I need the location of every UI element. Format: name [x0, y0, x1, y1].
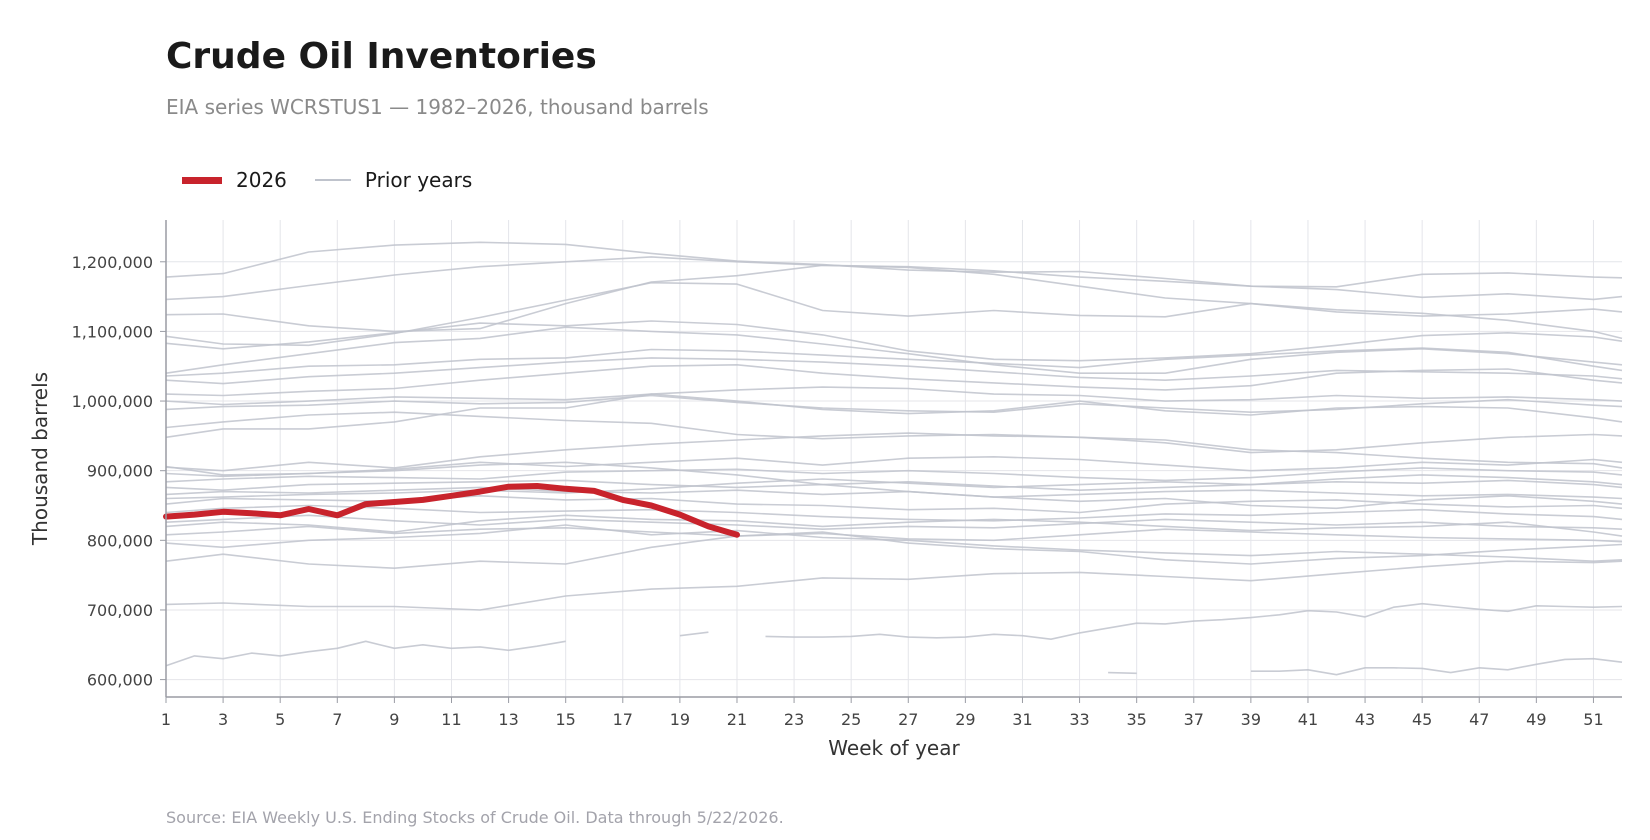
prior-year-line — [165, 357, 1623, 385]
x-tick-label: 41 — [1298, 710, 1318, 729]
prior-year-line — [165, 531, 1623, 569]
chart-subtitle: EIA series WCRSTUS1 — 1982–2026, thousan… — [166, 95, 709, 119]
x-tick-label: 25 — [841, 710, 861, 729]
prior-year-line — [165, 256, 1623, 301]
x-tick-label: 43 — [1355, 710, 1375, 729]
legend-item-prior-years: Prior years — [314, 168, 473, 192]
prior-year-line — [165, 386, 1623, 406]
prior-year-line — [165, 347, 1623, 377]
prior-year-line — [165, 560, 1623, 611]
legend-label-2026: 2026 — [236, 168, 287, 192]
y-tick-label: 800,000 — [87, 531, 153, 550]
prior-year-line — [165, 394, 1623, 413]
legend-item-2026: 2026 — [182, 168, 287, 192]
x-tick-label: 29 — [955, 710, 975, 729]
prior-year-line — [165, 524, 1623, 562]
x-tick-label: 39 — [1241, 710, 1261, 729]
prior-year-line — [1250, 657, 1623, 676]
prior-year-line — [165, 393, 1623, 439]
x-tick-label: 51 — [1583, 710, 1603, 729]
prior-year-line — [165, 514, 1623, 537]
x-tick-label: 1 — [161, 710, 171, 729]
prior-year-line — [165, 467, 1623, 483]
x-tick-label: 31 — [1012, 710, 1032, 729]
prior-year-line — [165, 281, 1623, 347]
prior-year-line — [1108, 671, 1137, 675]
prior-year-line — [165, 640, 566, 667]
x-tick-label: 27 — [898, 710, 918, 729]
y-axis-label: Thousand barrels — [28, 372, 52, 546]
x-axis-label: Week of year — [828, 736, 960, 760]
x-tick-label: 49 — [1526, 710, 1546, 729]
chart-title: Crude Oil Inventories — [166, 36, 597, 77]
y-tick-label: 900,000 — [87, 462, 153, 481]
legend: 2026 Prior years — [182, 168, 500, 192]
x-tick-label: 45 — [1412, 710, 1432, 729]
prior-year-line — [165, 461, 1623, 510]
source-note: Source: EIA Weekly U.S. Ending Stocks of… — [166, 808, 784, 827]
x-tick-label: 23 — [784, 710, 804, 729]
prior-year-line — [165, 264, 1623, 340]
prior-year-line — [165, 474, 1623, 500]
x-tick-label: 21 — [727, 710, 747, 729]
legend-swatch-prior-years — [314, 179, 351, 181]
x-tick-label: 17 — [613, 710, 633, 729]
x-tick-label: 3 — [218, 710, 228, 729]
prior-year-line — [165, 241, 1623, 288]
legend-swatch-2026 — [182, 176, 222, 184]
prior-year-line — [165, 320, 1623, 362]
y-tick-label: 1,000,000 — [72, 392, 153, 411]
series-2026 — [163, 483, 740, 538]
prior-year-line — [165, 504, 1623, 522]
x-tick-label: 11 — [441, 710, 461, 729]
y-tick-label: 1,100,000 — [72, 322, 153, 341]
prior-year-line — [165, 456, 1623, 478]
y-tick-label: 600,000 — [87, 671, 153, 690]
x-tick-label: 37 — [1184, 710, 1204, 729]
series-2026-line — [163, 483, 740, 538]
x-tick-label: 9 — [389, 710, 399, 729]
prior-years-series — [165, 241, 1623, 676]
prior-year-line — [165, 411, 1623, 454]
x-tick-label: 7 — [332, 710, 342, 729]
x-tick-label: 15 — [556, 710, 576, 729]
prior-year-line — [165, 479, 1623, 491]
y-tick-label: 1,200,000 — [72, 253, 153, 272]
legend-label-prior-years: Prior years — [364, 168, 473, 192]
prior-year-line — [165, 525, 1623, 543]
x-tick-label: 33 — [1069, 710, 1089, 729]
prior-year-line — [165, 514, 1623, 530]
x-tick-label: 19 — [670, 710, 690, 729]
grid — [165, 220, 1622, 697]
x-tick-label: 13 — [498, 710, 518, 729]
x-tick-label: 35 — [1126, 710, 1146, 729]
prior-year-line — [165, 364, 1623, 397]
prior-year-line — [165, 432, 1623, 472]
x-tick-label: 5 — [275, 710, 285, 729]
prior-year-line — [765, 602, 1623, 640]
y-tick-label: 700,000 — [87, 601, 153, 620]
axes: 1 3 5 7 9 11 13 15 17 19 21 23 25 27 29 31 33 35 37 39 41 43 4… — [72, 220, 1622, 729]
prior-year-line — [679, 631, 709, 637]
x-tick-label: 47 — [1469, 710, 1489, 729]
